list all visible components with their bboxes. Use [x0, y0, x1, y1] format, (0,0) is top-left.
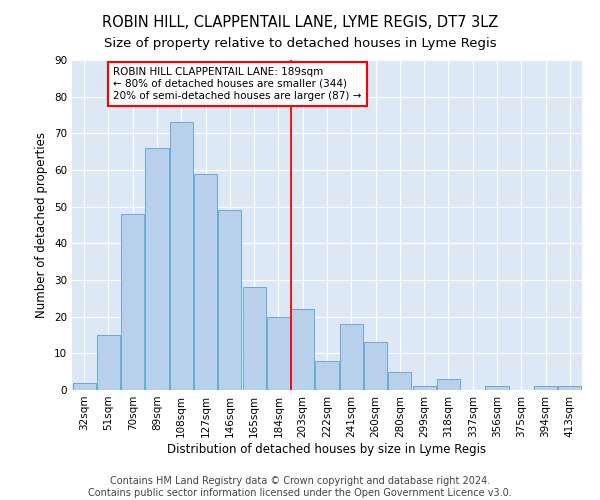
Text: ROBIN HILL CLAPPENTAIL LANE: 189sqm
← 80% of detached houses are smaller (344)
2: ROBIN HILL CLAPPENTAIL LANE: 189sqm ← 80… — [113, 68, 362, 100]
Bar — [437, 379, 460, 390]
Bar — [485, 386, 509, 390]
Bar — [291, 310, 314, 390]
Bar — [388, 372, 412, 390]
Bar — [97, 335, 120, 390]
Bar — [242, 288, 266, 390]
Bar — [413, 386, 436, 390]
Bar — [145, 148, 169, 390]
Bar — [121, 214, 144, 390]
Bar — [194, 174, 217, 390]
Bar — [316, 360, 338, 390]
Bar — [218, 210, 241, 390]
Text: Size of property relative to detached houses in Lyme Regis: Size of property relative to detached ho… — [104, 38, 496, 51]
X-axis label: Distribution of detached houses by size in Lyme Regis: Distribution of detached houses by size … — [167, 442, 487, 456]
Bar — [534, 386, 557, 390]
Text: Contains HM Land Registry data © Crown copyright and database right 2024.
Contai: Contains HM Land Registry data © Crown c… — [88, 476, 512, 498]
Bar — [267, 316, 290, 390]
Text: ROBIN HILL, CLAPPENTAIL LANE, LYME REGIS, DT7 3LZ: ROBIN HILL, CLAPPENTAIL LANE, LYME REGIS… — [102, 15, 498, 30]
Bar — [364, 342, 387, 390]
Bar — [73, 382, 95, 390]
Bar — [340, 324, 363, 390]
Bar — [170, 122, 193, 390]
Y-axis label: Number of detached properties: Number of detached properties — [35, 132, 49, 318]
Bar — [559, 386, 581, 390]
